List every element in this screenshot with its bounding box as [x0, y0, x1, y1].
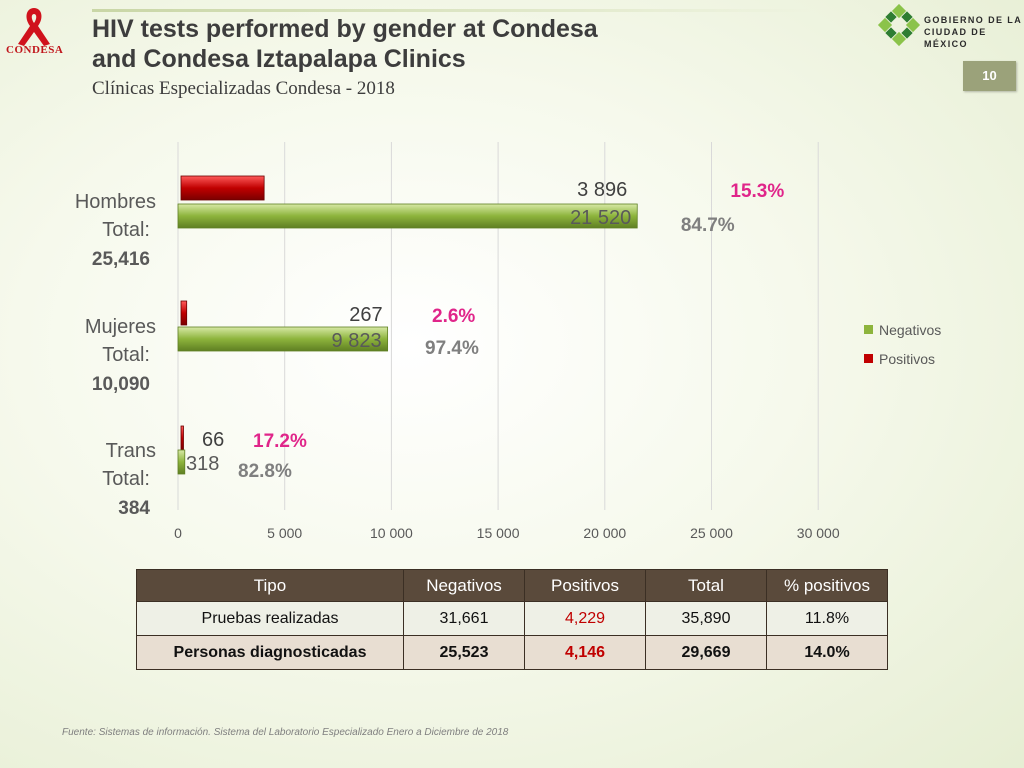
- category-total-label: Total:: [102, 344, 150, 366]
- legend-label-negativos: Negativos: [879, 321, 942, 338]
- category-label: Hombres: [75, 191, 156, 213]
- source-footnote: Fuente: Sistemas de información. Sistema…: [62, 727, 509, 738]
- bar-negativos: [177, 449, 186, 475]
- table-header-pct-positivos: % positivos: [766, 569, 888, 602]
- data-label-positivos: 3 896: [577, 179, 627, 201]
- pct-label-positivos: 2.6%: [432, 306, 475, 327]
- table-cell: 31,661: [403, 601, 525, 636]
- cdmx-emblem-icon: [877, 4, 921, 47]
- category-total-label: Total:: [102, 219, 150, 241]
- table-header-positivos: Positivos: [524, 569, 646, 602]
- x-tick-label: 15 000: [477, 525, 520, 541]
- legend-swatch-positivos: [864, 354, 873, 363]
- slide-subtitle: Clínicas Especializadas Condesa - 2018: [92, 78, 395, 99]
- red-ribbon-icon: [18, 8, 50, 46]
- table-cell: 14.0%: [766, 635, 888, 670]
- x-tick-label: 20 000: [583, 525, 626, 541]
- table-cell: 35,890: [645, 601, 767, 636]
- legend-item-negativos: Negativos: [864, 315, 941, 344]
- condesa-logo: CONDESA: [6, 4, 64, 60]
- legend-label-positivos: Positivos: [879, 350, 936, 367]
- gov-logo-line-2: CIUDAD DE MÉXICO: [924, 27, 987, 49]
- x-tick-label: 5 000: [267, 525, 302, 541]
- legend-swatch-negativos: [864, 325, 873, 334]
- x-tick-label: 25 000: [690, 525, 733, 541]
- legend-item-positivos: Positivos: [864, 344, 941, 373]
- category-label: Trans: [106, 440, 156, 462]
- hiv-tests-bar-chart: 0 5 000 10 000 15 000 20 000 25 000 30 000 Homb…: [75, 142, 840, 541]
- table-header-row: Tipo Negativos Positivos Total % positiv…: [136, 569, 888, 602]
- gobierno-cdmx-logo: GOBIERNO DE LA CIUDAD DE MÉXICO: [873, 2, 1023, 56]
- title-top-rule: [92, 9, 812, 12]
- table-cell: Personas diagnosticadas: [136, 635, 404, 670]
- table-header-negativos: Negativos: [403, 569, 525, 602]
- slide-title-line-2: and Condesa Iztapalapa Clinics: [92, 45, 466, 73]
- table-cell: Pruebas realizadas: [136, 601, 404, 636]
- condesa-logo-text: CONDESA: [6, 44, 64, 56]
- data-label-negativos: 318: [186, 453, 219, 475]
- bar-negativos: [177, 203, 638, 229]
- data-label-positivos: 267: [349, 304, 382, 326]
- category-label: Mujeres: [85, 316, 156, 338]
- x-tick-label: 10 000: [370, 525, 413, 541]
- gobierno-cdmx-text: GOBIERNO DE LA CIUDAD DE MÉXICO: [924, 14, 1023, 50]
- pct-label-negativos: 82.8%: [238, 461, 292, 482]
- pct-label-positivos: 15.3%: [730, 181, 784, 202]
- page-number-badge: 10: [963, 61, 1016, 91]
- category-total-value: 25,416: [92, 249, 150, 270]
- table-row: Personas diagnosticadas 25,523 4,146 29,…: [136, 635, 888, 670]
- table-cell: 4,229: [524, 601, 646, 636]
- pct-label-negativos: 84.7%: [681, 215, 735, 236]
- summary-table: Tipo Negativos Positivos Total % positiv…: [136, 569, 888, 670]
- table-row: Pruebas realizadas 31,661 4,229 35,890 1…: [136, 601, 888, 636]
- bar-negativos: [177, 326, 389, 352]
- data-label-positivos: 66: [202, 429, 224, 451]
- slide-title: HIV tests performed by gender at Condesa…: [92, 14, 712, 74]
- data-label-negativos: 9 823: [332, 330, 382, 352]
- table-cell: 25,523: [403, 635, 525, 670]
- category-total-value: 384: [118, 498, 150, 519]
- bar-positivos: [180, 175, 265, 201]
- data-label-negativos: 21 520: [570, 207, 631, 229]
- pct-label-positivos: 17.2%: [253, 431, 307, 452]
- table-cell: 11.8%: [766, 601, 888, 636]
- chart-legend: Negativos Positivos: [864, 315, 941, 373]
- bar-positivos: [180, 300, 188, 326]
- table-cell: 29,669: [645, 635, 767, 670]
- x-tick-label: 0: [174, 525, 182, 541]
- table-header-total: Total: [645, 569, 767, 602]
- slide-title-line-1: HIV tests performed by gender at Condesa: [92, 15, 598, 43]
- pct-label-negativos: 97.4%: [425, 338, 479, 359]
- x-tick-label: 30 000: [797, 525, 840, 541]
- category-total-label: Total:: [102, 468, 150, 490]
- bar-positivos: [180, 425, 184, 451]
- table-cell: 4,146: [524, 635, 646, 670]
- table-header-tipo: Tipo: [136, 569, 404, 602]
- gov-logo-line-1: GOBIERNO DE LA: [924, 15, 1023, 25]
- category-total-value: 10,090: [92, 374, 150, 395]
